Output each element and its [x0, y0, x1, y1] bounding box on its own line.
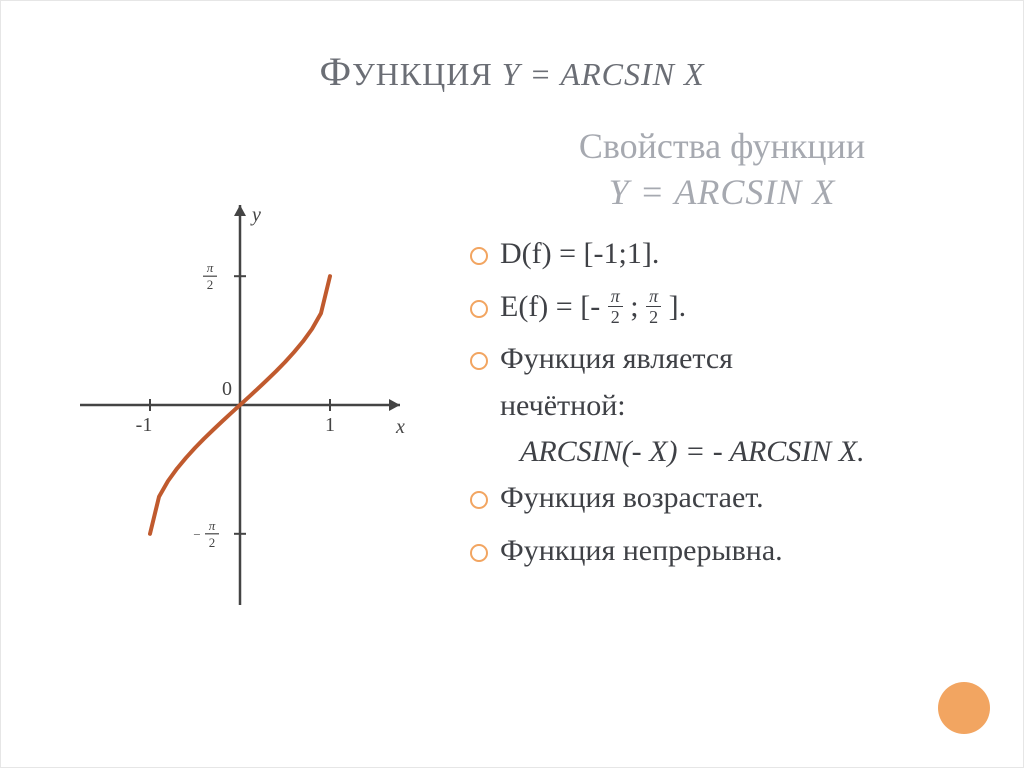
properties-panel: Свойства функции Y = ARCSIN X D(f) = [-1…: [460, 125, 984, 625]
title-rest: УНКЦИЯ: [352, 56, 502, 92]
subtitle: Свойства функции: [460, 125, 984, 167]
frac-den2: 2: [646, 307, 661, 326]
range-post: ].: [661, 290, 686, 323]
frac-den: 2: [608, 307, 623, 326]
svg-text:y: y: [250, 204, 261, 226]
content-row: -110xyπ2π2− Свойства функции Y = ARCSIN …: [0, 95, 1024, 625]
odd-line2: нечётной:: [500, 389, 626, 422]
svg-text:2: 2: [209, 535, 216, 550]
inc-text: Функция возрастает.: [500, 481, 764, 514]
frac-num: π: [608, 287, 623, 307]
svg-text:0: 0: [222, 378, 232, 400]
bullet-odd: Функция является нечётной:: [470, 336, 984, 429]
odd-formula: ARCSIN(- X) = - ARCSIN X.: [460, 435, 984, 469]
odd-line1: Функция является: [500, 342, 733, 375]
frac-pi2-neg: π2: [608, 287, 623, 326]
svg-text:x: x: [395, 416, 405, 438]
svg-text:−: −: [193, 527, 200, 542]
chart-panel: -110xyπ2π2−: [40, 125, 440, 625]
slide: ФУНКЦИЯ Y = ARCSIN X -110xyπ2π2− Свойств…: [0, 0, 1024, 768]
bullet-increasing: Функция возрастает.: [470, 475, 984, 522]
arcsin-chart: -110xyπ2π2−: [60, 185, 420, 625]
bullet-continuous: Функция непрерывна.: [470, 528, 984, 575]
domain-text: D(f) = [-1;1].: [500, 237, 659, 270]
svg-text:π: π: [209, 518, 216, 533]
slide-title: ФУНКЦИЯ Y = ARCSIN X: [0, 0, 1024, 95]
range-pre: E(f) = [-: [500, 290, 608, 323]
title-cap: Ф: [319, 49, 352, 94]
svg-text:2: 2: [207, 277, 214, 292]
frac-num2: π: [646, 287, 661, 307]
bullet-list: D(f) = [-1;1]. E(f) = [- π2 ; π2 ]. Функ…: [460, 231, 984, 429]
bullet-list-2: Функция возрастает. Функция непрерывна.: [460, 475, 984, 574]
svg-text:-1: -1: [136, 414, 153, 436]
range-mid: ;: [623, 290, 646, 323]
corner-dot-icon: [938, 682, 990, 734]
svg-text:1: 1: [325, 414, 335, 436]
bullet-range: E(f) = [- π2 ; π2 ].: [470, 284, 984, 331]
frac-pi2-pos: π2: [646, 287, 661, 326]
title-formula: Y = ARCSIN X: [502, 56, 705, 92]
subtitle-formula: Y = ARCSIN X: [460, 171, 984, 213]
bullet-domain: D(f) = [-1;1].: [470, 231, 984, 278]
odd-formula-text: ARCSIN(- X) = - ARCSIN X.: [520, 435, 865, 468]
cont-text: Функция непрерывна.: [500, 534, 783, 567]
svg-text:π: π: [207, 260, 214, 275]
